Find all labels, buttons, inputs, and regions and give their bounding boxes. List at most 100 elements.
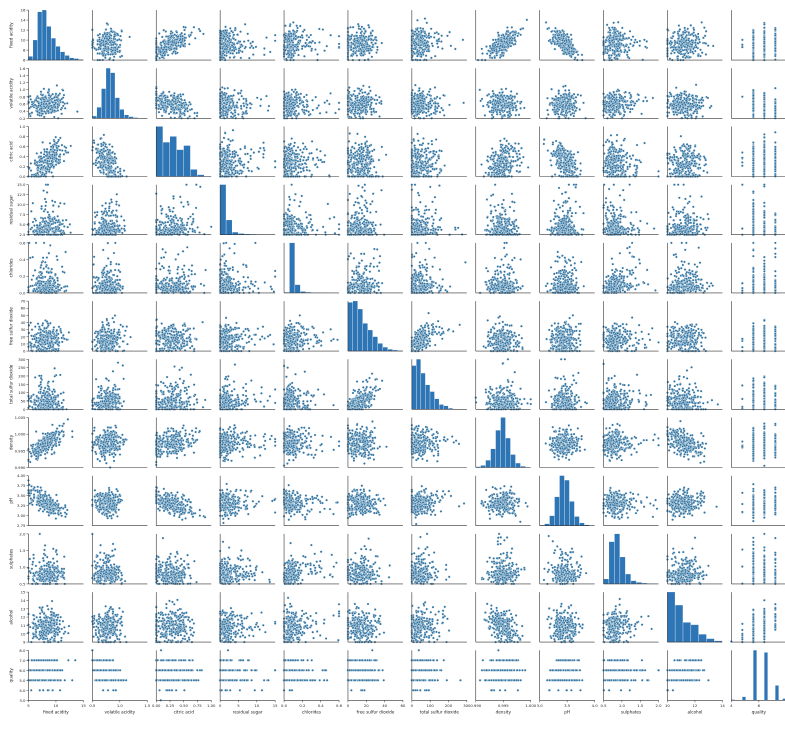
scatter-point — [308, 36, 310, 38]
hist-bar — [38, 12, 42, 60]
scatter-point — [299, 25, 301, 27]
scatter-point — [371, 46, 373, 48]
scatter-point — [173, 111, 175, 113]
scatter-point — [430, 28, 432, 30]
scatter-point — [572, 53, 574, 55]
scatter-point — [170, 48, 172, 50]
scatter-point — [371, 34, 373, 36]
scatter-point — [295, 38, 297, 40]
scatter-point — [263, 54, 265, 56]
scatter-point — [489, 54, 491, 56]
scatter-point — [113, 56, 115, 58]
scatter-point — [688, 32, 690, 34]
scatter-point — [66, 102, 68, 104]
scatter-point — [178, 101, 180, 103]
scatter-point — [552, 37, 554, 39]
scatter-point — [239, 40, 241, 42]
scatter-point — [301, 36, 303, 38]
scatter-point — [683, 54, 685, 56]
scatter-point — [612, 36, 614, 38]
scatter-point — [57, 106, 59, 108]
hist-bar — [92, 116, 96, 118]
scatter-point — [616, 58, 618, 60]
scatter-point — [233, 56, 235, 58]
scatter-point — [98, 52, 100, 54]
hist-bar — [51, 38, 55, 60]
scatter-point — [626, 54, 628, 56]
scatter-point — [502, 55, 504, 57]
scatter-point — [323, 50, 325, 52]
scatter-point — [311, 48, 313, 50]
scatter-point — [628, 49, 630, 51]
scatter-point — [297, 54, 299, 56]
scatter-point — [695, 36, 697, 38]
scatter-point — [41, 110, 43, 112]
scatter-point — [703, 26, 705, 28]
scatter-point — [605, 39, 607, 41]
scatter-point — [609, 31, 611, 33]
scatter-point — [43, 116, 45, 118]
scatter-point — [506, 37, 508, 39]
scatter-point — [697, 33, 699, 35]
scatter-point — [285, 35, 287, 37]
scatter-point — [107, 47, 109, 49]
scatter-point — [634, 39, 636, 41]
scatter-point — [485, 45, 487, 47]
scatter-point — [353, 47, 355, 49]
scatter-point — [347, 49, 349, 51]
scatter-point — [371, 30, 373, 32]
scatter-point — [47, 100, 49, 102]
scatter-point — [252, 41, 254, 43]
scatter-point — [170, 32, 172, 34]
scatter-point — [570, 38, 572, 40]
scatter-point — [106, 33, 108, 35]
scatter-point — [179, 115, 181, 117]
hist-bar — [47, 26, 51, 60]
scatter-point — [188, 115, 190, 117]
scatter-point — [627, 56, 629, 58]
scatter-point — [420, 31, 422, 33]
scatter-point — [503, 37, 505, 39]
scatter-point — [49, 102, 51, 104]
scatter-point — [255, 46, 257, 48]
scatter-point — [181, 35, 183, 37]
scatter-point — [173, 92, 175, 94]
scatter-point — [620, 43, 622, 45]
scatter-point — [433, 36, 435, 38]
scatter-point — [554, 43, 556, 45]
scatter-point — [112, 44, 114, 46]
scatter-point — [491, 57, 493, 59]
scatter-point — [62, 89, 64, 91]
scatter-point — [274, 40, 276, 42]
scatter-point — [62, 105, 64, 107]
y-tick-label: 0.4 — [19, 109, 26, 114]
scatter-point — [774, 55, 776, 57]
scatter-point — [679, 40, 681, 42]
scatter-point — [288, 43, 290, 45]
scatter-point — [636, 41, 638, 43]
scatter-point — [51, 93, 53, 95]
scatter-point — [673, 48, 675, 50]
scatter-point — [526, 19, 528, 21]
scatter-point — [363, 28, 365, 30]
scatter-point — [497, 43, 499, 45]
scatter-point — [763, 36, 765, 38]
scatter-point — [682, 49, 684, 51]
scatter-point — [163, 29, 165, 31]
scatter-point — [612, 22, 614, 24]
scatter-point — [419, 27, 421, 29]
scatter-point — [422, 49, 424, 51]
scatter-point — [680, 44, 682, 46]
scatter-point — [702, 37, 704, 39]
scatter-point — [322, 28, 324, 30]
scatter-point — [224, 29, 226, 31]
scatter-point — [167, 46, 169, 48]
scatter-point — [164, 94, 166, 96]
scatter-point — [687, 52, 689, 54]
scatter-point — [705, 30, 707, 32]
scatter-point — [161, 54, 163, 56]
scatter-point — [301, 48, 303, 50]
scatter-point — [510, 39, 512, 41]
scatter-point — [171, 41, 173, 43]
scatter-point — [368, 38, 370, 40]
